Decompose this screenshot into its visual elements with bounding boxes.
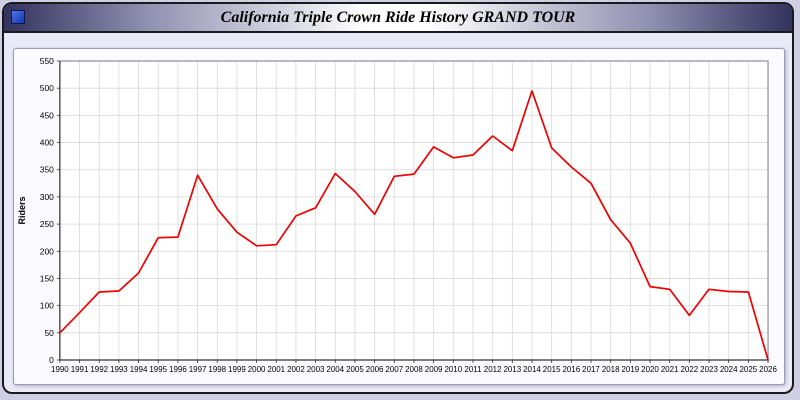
x-tick-label: 1999 [228,365,246,374]
chart-panel: 1990 1991 1992 1993 1994 1995 1996 1997 1998 1999… [13,48,785,385]
app-window: California Triple Crown Ride History GRA… [2,2,794,394]
x-tick-label: 1993 [110,365,128,374]
x-tick-label: 2021 [661,365,679,374]
x-tick-label: 2019 [621,365,639,374]
y-tick-label: 150 [40,273,54,283]
x-tick-label: 2014 [523,365,541,374]
x-tick-label: 1996 [169,365,187,374]
x-tick-label: 2023 [700,365,718,374]
x-tick-label: 2004 [326,365,344,374]
x-tick-label: 2015 [543,365,561,374]
riders-series-line [59,90,769,361]
window-icon [11,10,25,24]
x-tick-label: 2018 [602,365,620,374]
y-tick-label: 500 [40,83,54,93]
x-tick-label: 2013 [503,365,521,374]
x-tick-label: 1995 [149,365,167,374]
y-tick-label: 350 [40,165,54,175]
x-tick-label: 1990 [51,365,69,374]
x-tick-label: 2000 [248,365,266,374]
x-tick-label: 1991 [71,365,89,374]
x-tick-label: 2003 [307,365,325,374]
y-tick-label: 0 [49,355,54,365]
x-tick-label: 1992 [90,365,108,374]
x-tick-label: 2024 [720,365,738,374]
y-tick-label: 400 [40,138,54,148]
x-tick-label: 2016 [562,365,580,374]
x-tick-label: 2005 [346,365,364,374]
x-tick-label: 2012 [484,365,502,374]
y-tick-label: 200 [40,246,54,256]
x-tick-label: 2011 [464,365,482,374]
y-tick-label: 550 [40,56,54,66]
y-axis-label: Riders [17,197,27,225]
x-tick-label: 2025 [740,365,758,374]
x-tick-label: 2026 [759,365,777,374]
ride-history-line-chart: 1990 1991 1992 1993 1994 1995 1996 1997 1998 1999… [17,56,777,374]
x-tick-label: 2001 [267,365,285,374]
x-tick-label: 2020 [641,365,659,374]
y-tick-label: 250 [40,219,54,229]
x-tick-label: 2009 [425,365,443,374]
y-tick-label: 50 [44,328,54,338]
x-tick-label: 2008 [405,365,423,374]
x-tick-label: 1994 [130,365,148,374]
page-title: California Triple Crown Ride History GRA… [220,8,576,26]
x-tick-label: 2010 [444,365,462,374]
y-tick-label: 100 [40,301,54,311]
x-tick-label: 1998 [208,365,226,374]
x-tick-label: 2006 [366,365,384,374]
title-bar: California Triple Crown Ride History GRA… [4,4,792,33]
x-tick-label: 2017 [582,365,600,374]
y-tick-label: 300 [40,192,54,202]
y-tick-label: 450 [40,110,54,120]
x-tick-label: 2022 [681,365,699,374]
x-tick-label: 1997 [189,365,207,374]
x-tick-label: 2002 [287,365,305,374]
x-tick-label: 2007 [385,365,403,374]
